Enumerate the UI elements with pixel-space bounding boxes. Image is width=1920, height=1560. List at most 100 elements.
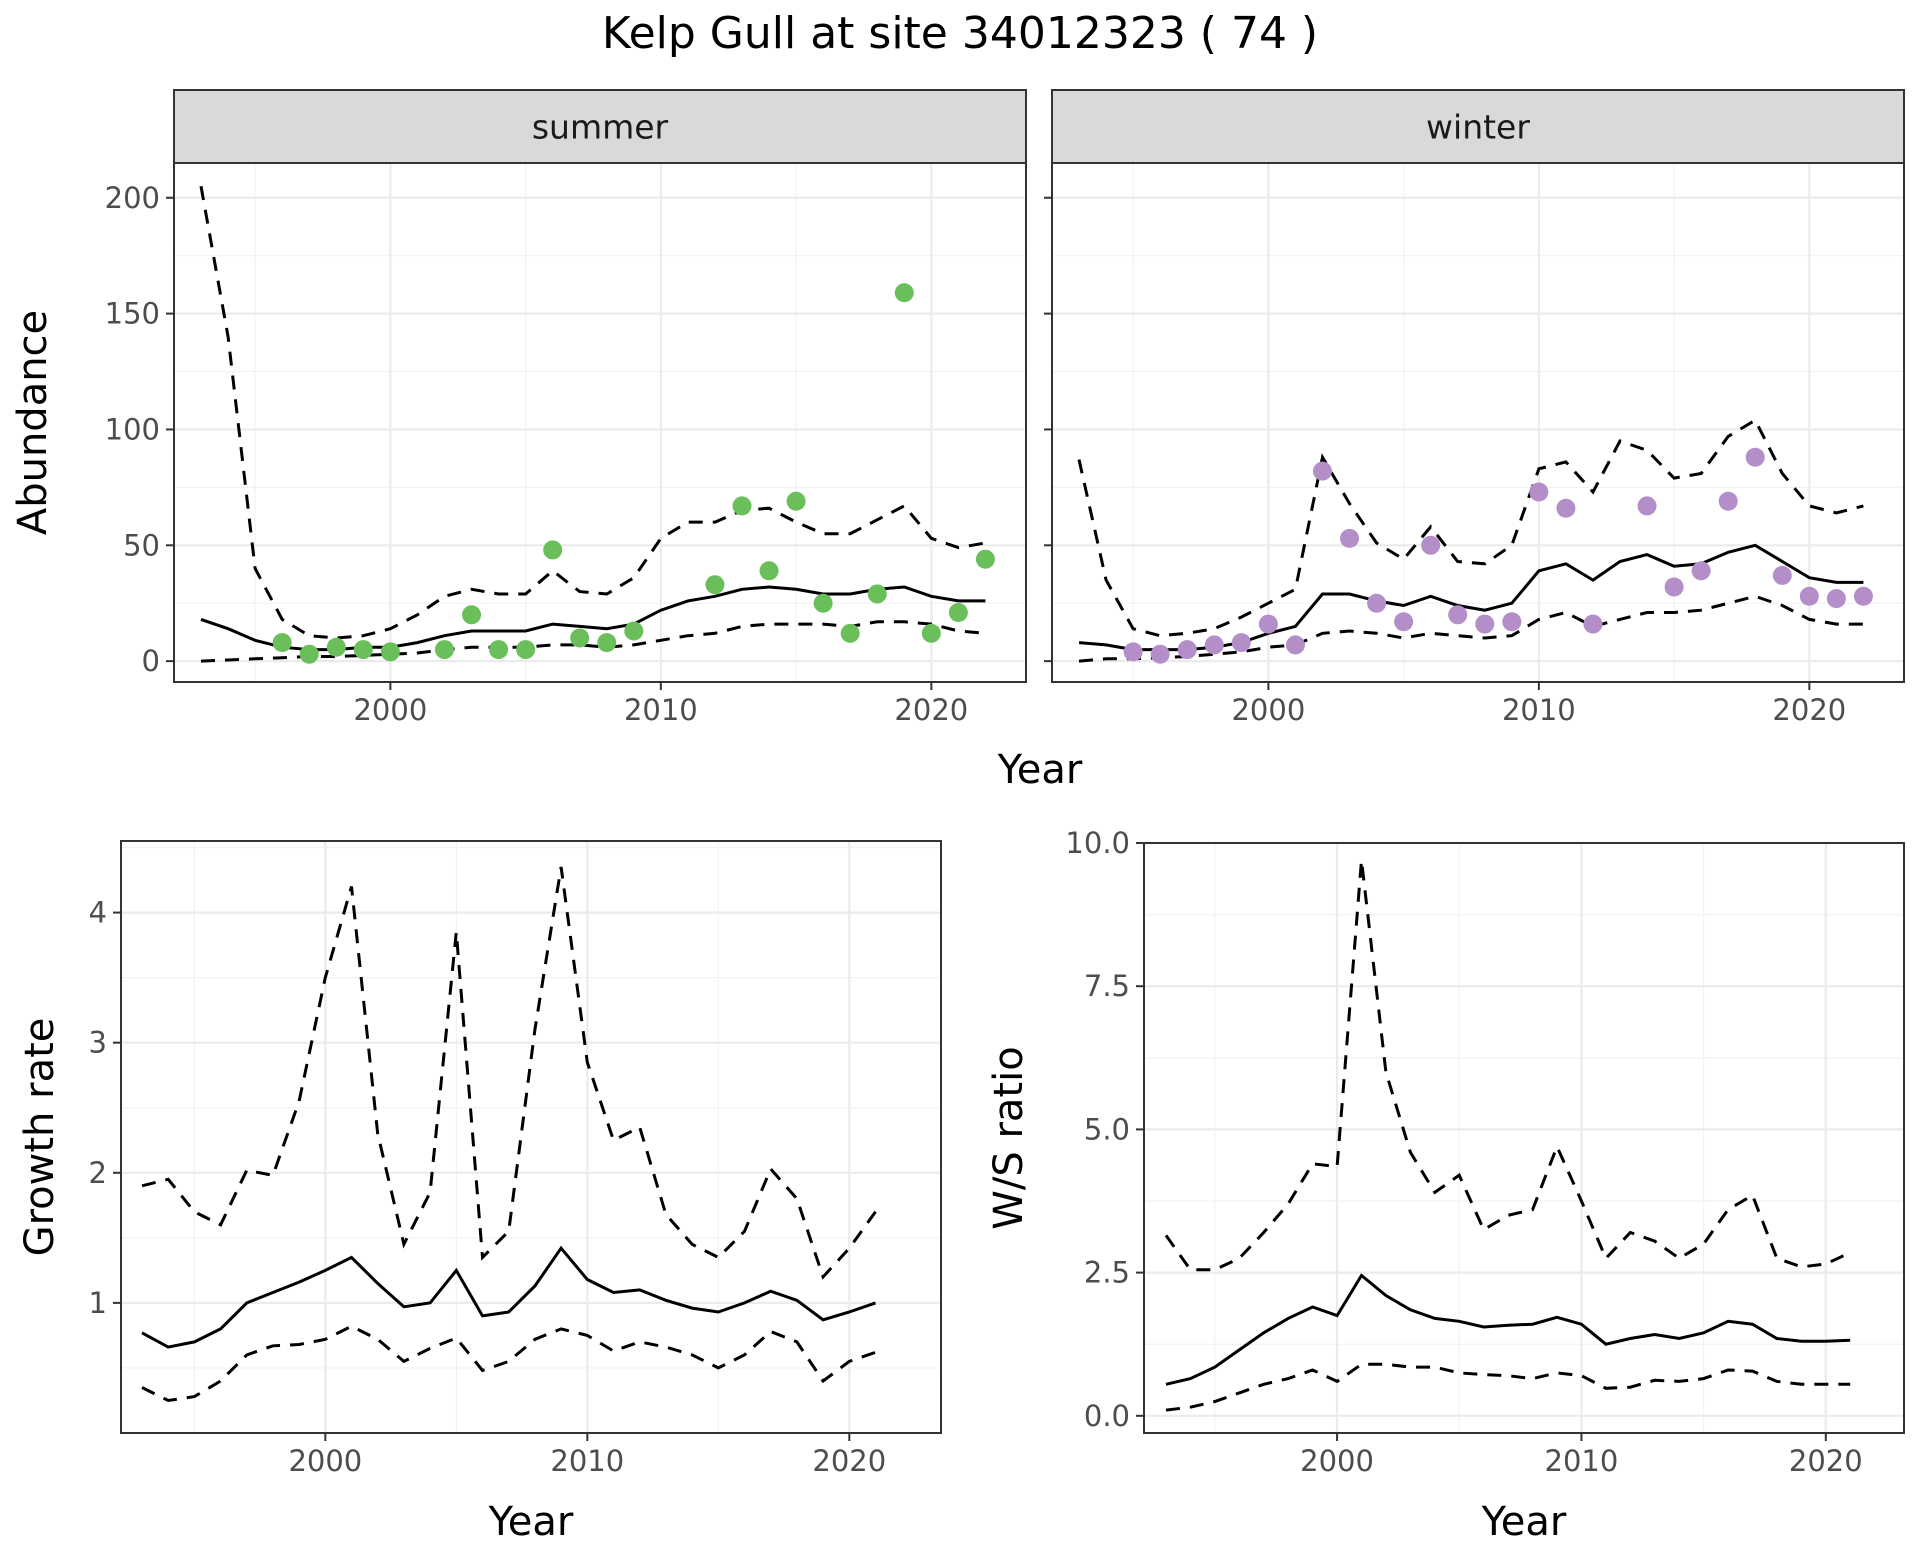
panel-border [120,840,942,1434]
series-group [199,185,995,664]
x-tick-label: 2000 [353,693,427,727]
panel-border [1143,842,1905,1434]
x-tick-label: 2020 [1772,693,1846,727]
winter-observed-point [1123,642,1143,662]
panel-summer: summer 2000 2010 2020 0 50 100 150 200 Abundance [10,89,1027,727]
winter-observed-point [1340,528,1360,548]
winter-observed-point [1556,498,1576,518]
winter-observed-point [1745,447,1765,467]
summer-observed-point [975,549,995,569]
y-tick-label: 50 [123,528,160,562]
panel-background [174,163,1026,682]
summer-observed-point [840,623,860,643]
winter-observed-point [1285,635,1305,655]
summer-upper-line [199,185,986,640]
summer-observed-point [921,623,941,643]
ratio-median-line [1165,1273,1851,1386]
winter-observed-point [1475,614,1495,634]
growth-median-line [141,1245,876,1349]
summer-observed-point [272,633,292,653]
x-tick-label: 2020 [1789,1444,1863,1478]
y-tick-label: 1 [89,1286,107,1320]
winter-observed-point [1150,644,1170,664]
panel-background [121,841,941,1433]
series-group [1164,860,1851,1412]
y-tick-label: 200 [105,181,160,215]
winter-observed-point [1799,586,1819,606]
ratio-upper-line [1164,860,1851,1272]
summer-observed-point [353,640,373,660]
y-tick-label: 150 [105,297,160,331]
summer-observed-point [380,642,400,662]
winter-observed-point [1258,614,1278,634]
top-x-axis-title: Year [997,747,1083,793]
facet-strip-label: summer [532,108,669,147]
x-tick-label: 2000 [1231,693,1305,727]
summer-observed-point [326,637,346,657]
x-tick-label: 2010 [1502,693,1576,727]
x-tick-label: 2000 [1300,1444,1374,1478]
summer-observed-point [462,605,482,625]
y-tick-label: 7.5 [1084,969,1130,1003]
x-axis-title: Year [1481,1499,1567,1545]
series-group [1077,418,1873,664]
winter-observed-point [1421,535,1441,555]
y-tick-label: 10.0 [1065,826,1130,860]
winter-observed-point [1502,612,1522,632]
y-axis-title: W/S ratio [986,1046,1032,1229]
summer-observed-point [434,640,454,660]
winter-observed-point [1367,593,1387,613]
x-tick-label: 2020 [894,693,968,727]
x-tick-label: 2010 [1545,1444,1619,1478]
summer-observed-point [867,584,887,604]
y-tick-label: 4 [89,896,107,930]
y-tick-label: 2.5 [1084,1256,1130,1290]
facet-strip-label: winter [1426,108,1530,147]
panel-ratio: 2000 2010 2020 0.0 2.5 5.0 7.5 10.0 W/S ratio Yea… [986,826,1905,1545]
winter-observed-point [1177,640,1197,660]
winter-observed-point [1583,614,1603,634]
winter-observed-point [1826,589,1846,609]
winter-observed-point [1853,586,1873,606]
x-tick-label: 2010 [550,1444,624,1478]
summer-observed-point [597,633,617,653]
summer-observed-point [786,491,806,511]
winter-observed-point [1448,605,1468,625]
facet-strip [1051,89,1905,164]
winter-lower-line [1078,594,1864,663]
winter-observed-point [1529,482,1549,502]
x-tick-label: 2000 [288,1444,362,1478]
summer-observed-point [705,575,725,595]
panel-winter: winter 2000 2010 2020 [1044,89,1905,727]
panel-growth: 2000 2010 2020 1 2 3 4 Growth rate Year [17,840,942,1545]
x-axis-title: Year [488,1499,574,1545]
panels: summer 2000 2010 2020 0 50 100 150 200 Abundance w… [10,89,1905,1545]
winter-observed-point [1637,496,1657,516]
summer-observed-point [570,628,590,648]
summer-observed-point [516,640,536,660]
y-axis-title: Growth rate [17,1018,63,1257]
x-tick-label: 2010 [624,693,698,727]
facet-strip [173,89,1027,164]
winter-observed-point [1231,633,1251,653]
winter-observed-point [1312,461,1332,481]
summer-observed-point [894,283,914,303]
winter-observed-point [1718,491,1738,511]
winter-observed-point [1394,612,1414,632]
summer-observed-point [624,621,644,641]
summer-observed-point [813,593,833,613]
winter-observed-point [1204,635,1224,655]
y-tick-label: 5.0 [1084,1112,1130,1146]
y-tick-label: 0.0 [1084,1399,1130,1433]
summer-observed-point [489,640,509,660]
winter-observed-point [1664,577,1684,597]
chart-title: Kelp Gull at site 34012323 ( 74 ) [602,8,1318,59]
series-group [141,866,877,1403]
winter-observed-point [1772,565,1792,585]
y-tick-label: 3 [89,1026,107,1060]
x-tick-label: 2020 [812,1444,886,1478]
summer-observed-point [759,561,779,581]
panel-background [1144,843,1904,1433]
growth-upper-line [141,866,877,1280]
